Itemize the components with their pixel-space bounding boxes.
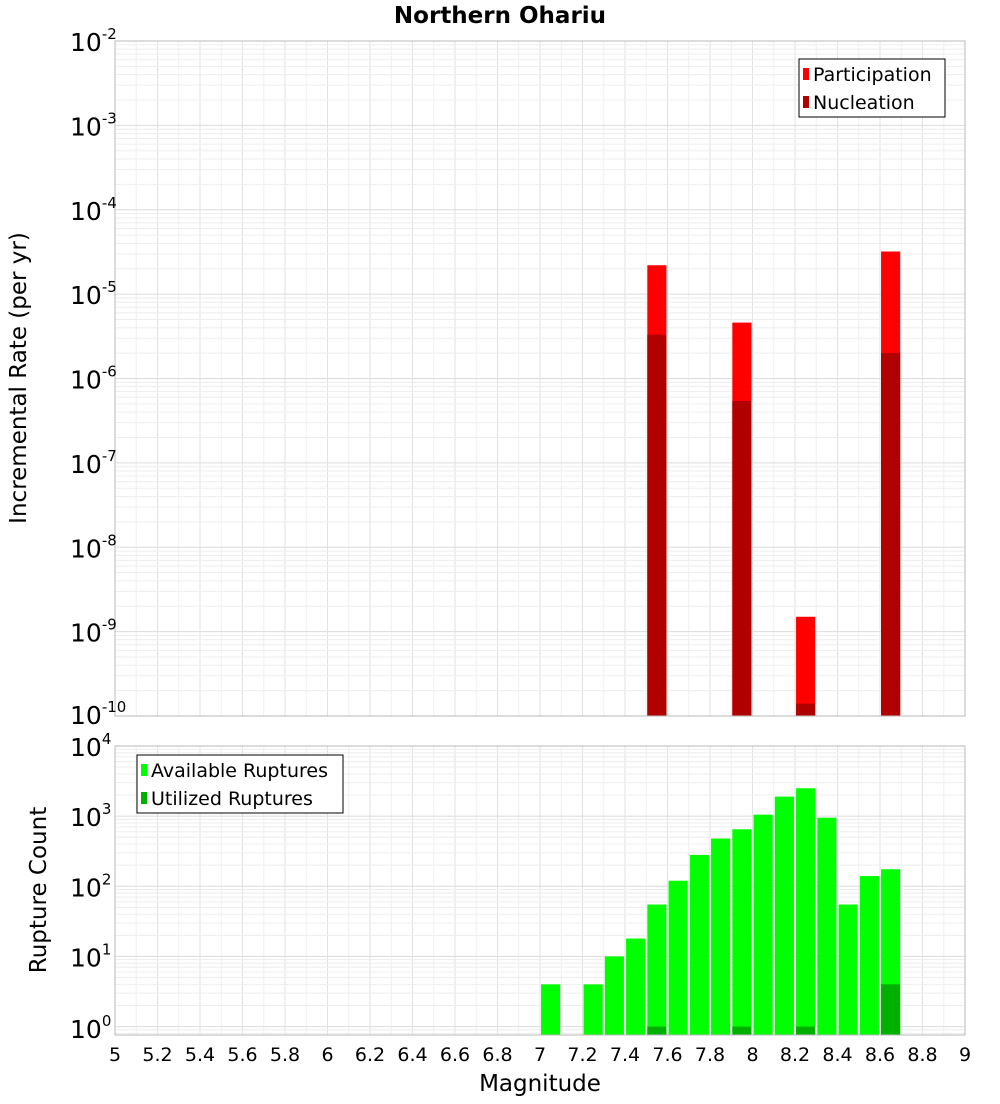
utilized-ruptures-legend-swatch (141, 792, 147, 804)
x-tick-label: 6.8 (482, 1044, 512, 1066)
x-tick-label: 7 (534, 1044, 546, 1066)
x-tick-label: 6 (321, 1044, 333, 1066)
utilized-ruptures-bar (732, 1026, 752, 1035)
available-ruptures-bar (626, 938, 646, 1035)
available-ruptures-bar (732, 829, 752, 1035)
x-tick-label: 7.8 (695, 1044, 725, 1066)
available-ruptures-bar (541, 984, 561, 1035)
nucleation-bar (647, 334, 667, 716)
available-ruptures-bar (838, 904, 858, 1035)
count-legend-box (136, 754, 344, 814)
rupture-count-panel: Rupture Count Magnitude 100 101 102 103 104 A… (26, 730, 971, 1097)
participation-legend-swatch (803, 68, 809, 80)
available-ruptures-bar (647, 904, 667, 1035)
x-tick-label: 6.6 (440, 1044, 470, 1066)
x-tick-label: 7.2 (567, 1044, 597, 1066)
rate-plot-frame (114, 40, 966, 717)
count-y-tick-label: 100 (70, 1012, 111, 1044)
chart-title: Northern Ohariu (394, 3, 606, 29)
x-tick-label: 9 (959, 1044, 971, 1066)
rate-y-tick-label: 10-3 (70, 109, 117, 141)
utilized-ruptures-legend-label: Utilized Ruptures (151, 788, 313, 810)
utilized-ruptures-bar (881, 984, 901, 1035)
count-y-tick-label: 103 (70, 800, 111, 832)
available-ruptures-bar (753, 814, 773, 1035)
available-ruptures-bar (711, 838, 731, 1035)
participation-legend-label: Participation (813, 64, 932, 86)
participation-bar (796, 616, 816, 716)
x-tick-label: 5 (109, 1044, 121, 1066)
x-tick-label: 7.6 (652, 1044, 682, 1066)
rate-y-tick-label: 10-6 (70, 363, 117, 395)
rate-y-tick-label: 10-4 (70, 194, 117, 226)
available-ruptures-bar (583, 984, 603, 1035)
count-y-axis-label: Rupture Count (26, 807, 52, 973)
x-tick-label: 5.2 (142, 1044, 172, 1066)
x-tick-label: 5.6 (227, 1044, 257, 1066)
count-plot-frame (114, 745, 966, 1036)
rate-y-tick-label: 10-7 (70, 447, 117, 479)
x-tick-label: 6.2 (355, 1044, 385, 1066)
available-ruptures-bar (604, 956, 624, 1035)
count-y-tick-label: 102 (70, 870, 111, 902)
available-ruptures-bar (774, 796, 794, 1035)
count-y-tick-label: 104 (70, 730, 111, 762)
available-ruptures-bar (859, 876, 879, 1035)
rate-legend-box (798, 58, 946, 118)
available-ruptures-bar (796, 788, 816, 1035)
x-tick-label: 8.6 (865, 1044, 895, 1066)
utilized-ruptures-bar (647, 1026, 667, 1035)
rate-panel: Northern Ohariu Incremental Rate (per yr… (6, 3, 966, 730)
available-ruptures-bar (689, 854, 709, 1035)
x-axis-label: Magnitude (479, 1071, 601, 1097)
rate-y-axis-label: Incremental Rate (per yr) (6, 232, 32, 524)
rate-y-tick-label: 10-5 (70, 278, 117, 310)
x-tick-label: 8.2 (780, 1044, 810, 1066)
available-ruptures-bar (817, 817, 837, 1035)
nucleation-legend-swatch (803, 96, 809, 108)
x-tick-label: 8.4 (822, 1044, 852, 1066)
nucleation-bar (796, 703, 816, 716)
x-tick-label: 6.4 (397, 1044, 427, 1066)
nucleation-legend-label: Nucleation (813, 92, 915, 114)
nucleation-bar (881, 353, 901, 716)
nucleation-bar (732, 401, 752, 716)
rate-y-tick-label: 10-8 (70, 531, 117, 563)
available-ruptures-legend-swatch (141, 764, 147, 776)
utilized-ruptures-bar (796, 1026, 816, 1035)
count-y-tick-label: 101 (70, 940, 111, 972)
x-tick-label: 5.8 (270, 1044, 300, 1066)
x-tick-label: 7.4 (610, 1044, 640, 1066)
rate-y-tick-label: 10-10 (70, 698, 126, 730)
x-tick-label: 5.4 (185, 1044, 215, 1066)
rate-y-tick-label: 10-9 (70, 616, 117, 648)
x-tick-label: 8 (746, 1044, 758, 1066)
available-ruptures-bar (668, 880, 688, 1035)
available-ruptures-legend-label: Available Ruptures (151, 760, 328, 782)
x-tick-label: 8.8 (907, 1044, 937, 1066)
rate-y-tick-label: 10-2 (70, 25, 117, 57)
